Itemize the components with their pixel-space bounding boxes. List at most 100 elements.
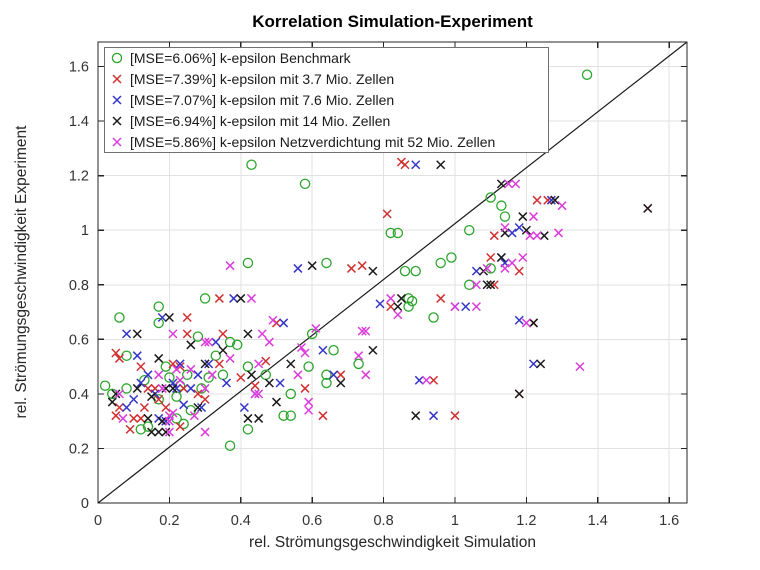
scatter-point-series-0 <box>285 410 297 421</box>
scatter-point-series-1 <box>161 402 171 413</box>
scatter-point-series-4 <box>311 323 321 333</box>
scatter-point-series-1 <box>250 381 260 391</box>
scatter-point-series-4 <box>118 413 128 423</box>
scatter-point-series-2 <box>229 293 239 303</box>
scatter-point-series-3 <box>536 359 546 369</box>
legend-item-label: [MSE=7.07%] k-epsilon mit 7.6 Mio. Zelle… <box>130 92 394 108</box>
scatter-point-series-4 <box>521 318 531 328</box>
scatter-point-series-2 <box>172 383 182 393</box>
scatter-point-series-1 <box>514 266 524 276</box>
scatter-point-series-0 <box>499 211 511 222</box>
scatter-point-series-4 <box>254 359 264 369</box>
scatter-point-series-0 <box>242 361 254 372</box>
scatter-point-series-2 <box>157 312 167 323</box>
scatter-point-series-2 <box>507 228 517 238</box>
scatter-point-series-1 <box>346 263 356 273</box>
scatter-point-series-0 <box>153 317 164 329</box>
scatter-point-series-0 <box>217 369 229 381</box>
x-tick-label: 0.2 <box>159 513 179 529</box>
scatter-point-series-4 <box>207 370 217 380</box>
scatter-point-series-0 <box>246 159 257 171</box>
scatter-point-series-3 <box>518 212 528 222</box>
scatter-point-series-2 <box>318 345 328 355</box>
scatter-point-series-0 <box>406 295 418 307</box>
scatter-point-series-3 <box>254 413 264 423</box>
legend-marker-x <box>112 95 122 105</box>
scatter-point-series-2 <box>143 370 153 380</box>
scatter-point-series-3 <box>539 231 549 241</box>
scatter-point-series-0 <box>428 312 439 323</box>
scatter-point-series-3 <box>396 293 406 303</box>
scatter-point-series-2 <box>411 160 421 170</box>
scatter-point-series-1 <box>182 312 192 323</box>
scatter-point-series-4 <box>482 263 492 273</box>
scatter-point-series-4 <box>525 231 535 241</box>
scatter-point-series-3 <box>368 345 378 355</box>
scatter-point-series-0 <box>142 421 154 432</box>
scatter-point-series-4 <box>293 370 303 380</box>
scatter-point-series-1 <box>179 383 189 393</box>
legend-marker-x <box>112 137 122 147</box>
scatter-point-series-1 <box>386 302 396 312</box>
scatter-point-series-3 <box>147 392 157 402</box>
scatter-point-series-4 <box>518 252 528 263</box>
scatter-point-series-0 <box>321 377 332 389</box>
scatter-point-series-4 <box>393 310 403 320</box>
y-tick-label: 1 <box>81 223 89 239</box>
scatter-point-series-4 <box>357 326 367 336</box>
scatter-point-series-4 <box>154 370 164 380</box>
scatter-point-series-2 <box>132 351 142 361</box>
scatter-point-series-1 <box>261 356 271 366</box>
scatter-point-series-0 <box>285 388 297 400</box>
scatter-point-series-2 <box>546 195 556 205</box>
scatter-point-series-2 <box>275 378 285 388</box>
scatter-point-series-1 <box>300 383 310 393</box>
scatter-point-series-1 <box>175 422 185 432</box>
scatter-point-series-3 <box>164 312 174 323</box>
scatter-point-series-1 <box>450 411 460 421</box>
scatter-point-series-3 <box>161 427 171 437</box>
scatter-point-series-0 <box>403 301 414 312</box>
scatter-point-series-0 <box>164 372 175 383</box>
scatter-point-series-4 <box>225 261 235 271</box>
scatter-point-series-3 <box>286 359 296 369</box>
scatter-point-series-4 <box>421 375 431 385</box>
scatter-point-series-1 <box>486 252 496 263</box>
scatter-point-series-4 <box>254 389 264 399</box>
scatter-point-series-4 <box>507 258 517 268</box>
scatter-point-series-2 <box>471 266 481 276</box>
scatter-point-series-0 <box>403 293 414 304</box>
scatter-point-series-2 <box>186 383 196 393</box>
scatter-point-series-4 <box>528 212 539 222</box>
scatter-point-series-1 <box>214 293 224 303</box>
scatter-point-series-2 <box>414 375 424 385</box>
scatter-point-series-4 <box>168 329 178 339</box>
scatter-point-series-1 <box>236 372 246 383</box>
legend-box <box>103 46 550 154</box>
scatter-point-series-0 <box>242 424 254 435</box>
scatter-point-series-3 <box>264 378 274 388</box>
scatter-point-series-4 <box>450 302 460 312</box>
scatter-point-series-1 <box>357 261 367 271</box>
scatter-point-series-1 <box>154 394 164 404</box>
scatter-point-series-1 <box>218 329 228 339</box>
scatter-point-series-4 <box>114 389 124 399</box>
scatter-point-series-2 <box>196 402 207 413</box>
x-tick-label: 1.2 <box>516 513 536 529</box>
scatter-point-series-0 <box>203 372 214 383</box>
scatter-point-series-2 <box>293 263 303 273</box>
scatter-point-series-2 <box>122 402 132 413</box>
scatter-point-series-4 <box>575 362 585 372</box>
scatter-point-series-4 <box>361 326 371 336</box>
scatter-point-series-3 <box>143 413 153 423</box>
scatter-point-series-0 <box>485 192 496 203</box>
scatter-point-series-0 <box>353 358 364 370</box>
scatter-point-series-4 <box>304 397 314 407</box>
x-tick-label: 0.4 <box>231 513 251 529</box>
scatter-point-series-0 <box>328 344 339 356</box>
x-tick-label: 1 <box>451 513 459 529</box>
scatter-point-series-3 <box>111 389 121 399</box>
scatter-point-series-4 <box>157 383 167 393</box>
y-axis-label: rel. Strömungsgeschwindigkeit Experiment <box>13 125 30 419</box>
y-tick-label: 1.4 <box>69 114 89 130</box>
